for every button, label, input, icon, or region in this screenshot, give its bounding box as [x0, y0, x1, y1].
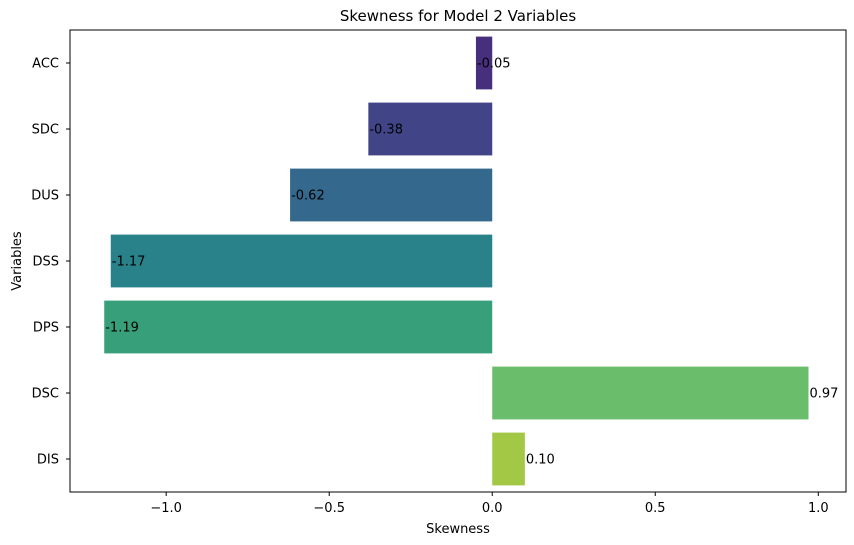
bar-value-label-dus: -0.62 — [291, 189, 325, 204]
bar-acc — [475, 36, 493, 90]
bar-sdc — [368, 102, 493, 156]
x-tick-label: 0.5 — [645, 501, 666, 516]
bar-dsc — [492, 366, 809, 420]
bar-dus — [290, 168, 493, 222]
bar-value-label-acc: -0.05 — [477, 57, 511, 72]
x-tick-label: −1.0 — [150, 501, 182, 516]
bar-value-label-dss: -1.17 — [112, 255, 146, 270]
x-tick-label: −0.5 — [313, 501, 345, 516]
y-axis-ticks: ACC SDC DUS DSS DPS DSC DIS — [31, 57, 70, 468]
y-tick-label-dis: DIS — [37, 453, 59, 468]
bars-group — [104, 36, 809, 486]
x-tick-label: 1.0 — [808, 501, 829, 516]
y-tick-label-dps: DPS — [33, 321, 59, 336]
bar-labels-group: -0.05 -0.38 -0.62 -1.17 -1.19 0.97 0.10 — [105, 57, 838, 468]
bar-value-label-dsc: 0.97 — [810, 387, 839, 402]
y-tick-label-acc: ACC — [32, 57, 59, 72]
x-axis-label: Skewness — [426, 522, 490, 537]
y-tick-label-dss: DSS — [32, 255, 59, 270]
x-axis-ticks: −1.0 −0.5 0.0 0.5 1.0 — [150, 492, 829, 516]
x-tick-label: 0.0 — [482, 501, 503, 516]
bar-value-label-dis: 0.10 — [526, 453, 555, 468]
y-axis-label: Variables — [10, 231, 25, 291]
bar-dis — [492, 432, 525, 486]
y-tick-label-dsc: DSC — [32, 387, 59, 402]
y-tick-label-sdc: SDC — [32, 123, 59, 138]
bar-value-label-dps: -1.19 — [105, 321, 139, 336]
y-tick-label-dus: DUS — [31, 189, 59, 204]
bar-dps — [104, 300, 493, 354]
bar-dss — [110, 234, 493, 288]
bar-value-label-sdc: -0.38 — [369, 123, 403, 138]
chart-title: Skewness for Model 2 Variables — [340, 7, 577, 25]
